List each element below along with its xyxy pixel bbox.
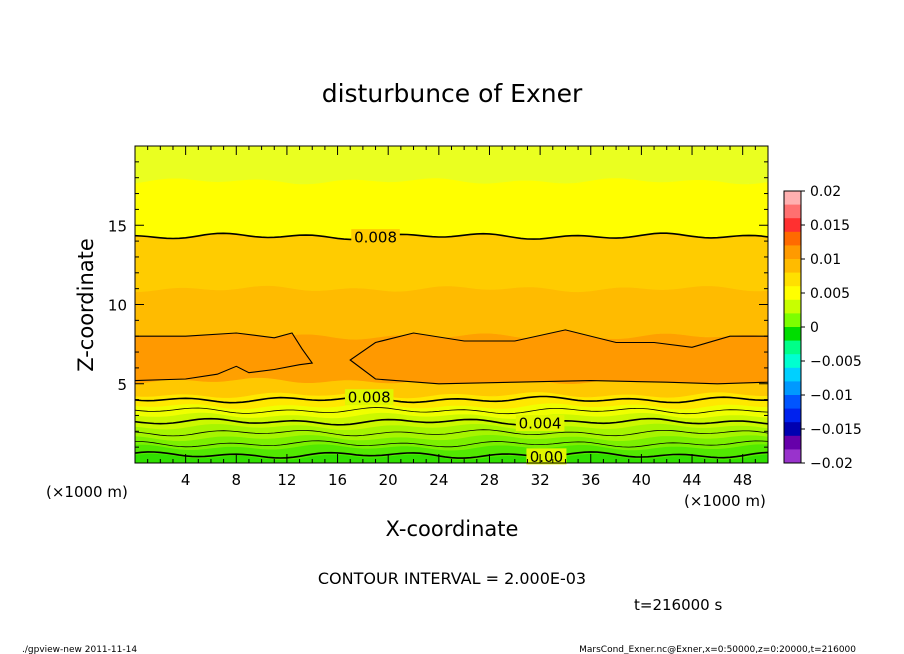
colorbar-swatch [784,204,801,219]
x-tick-label: 32 [531,471,550,489]
contour-label-5: 0.008 [348,389,391,407]
footer-right: MarsCond_Exner.nc@Exner,x=0:50000,z=0:20… [579,645,856,654]
colorbar-swatch [784,395,801,410]
contour-line-1 [135,440,768,448]
x-tick-label: 40 [632,471,651,489]
colorbar: 0.02 0.015 0.01 0.005 0 −0.005 −0.01 −0.015 −0.0… [783,184,862,472]
colorbar-swatch [784,435,801,450]
contour-labels: 0.00 0.004 0.008 0.008 [344,229,567,466]
colorbar-label: −0.01 [810,388,853,404]
colorbar-swatch [784,218,801,233]
colorbar-swatch [784,422,801,437]
contour-line-0 [135,451,768,459]
x-axis-label: X-coordinate [386,517,519,541]
contour-band-12 [135,146,768,185]
time-text: t=216000 s [634,596,722,614]
x-tick-label: 16 [328,471,347,489]
colorbar-label: −0.005 [810,354,862,370]
contour-band-9 [135,285,768,340]
colorbar-swatch [784,272,801,287]
contour-line-6 [135,232,768,241]
contour-line-5 [135,395,768,404]
x-axis-ticks: 4 8 12 16 20 24 28 32 36 40 44 48 [147,146,756,489]
x-axis-unit: (×1000 m) [684,492,766,510]
colorbar-swatch [784,408,801,423]
contour-label-3: 0.004 [519,415,562,433]
contour-band-10 [135,232,768,293]
contour-line-4 [135,407,768,415]
colorbar-swatch [784,327,801,342]
colorbar-label: 0.02 [810,184,841,200]
x-tick-label: 8 [232,471,242,489]
colorbar-swatch [784,286,801,301]
contour-line-2 [135,429,768,437]
x-tick-label: 28 [480,471,499,489]
x-tick-label: 12 [277,471,296,489]
contour-label-bg-6 [351,229,400,246]
x-tick-label: 20 [379,471,398,489]
x-tick-label: 4 [181,471,191,489]
contour-label-6: 0.008 [354,229,397,247]
contour-lines [135,232,768,459]
colorbar-label: 0.015 [810,218,850,234]
y-tick-label: 10 [108,297,127,315]
filled-contours [135,146,768,463]
colorbar-swatch [784,381,801,396]
colorbar-swatch [784,245,801,260]
y-tick-label: 5 [117,376,127,394]
x-tick-label: 36 [581,471,600,489]
colorbar-swatch [784,367,801,382]
colorbar-swatch [784,191,801,206]
x-tick-label: 48 [733,471,752,489]
y-axis-ticks: 5 10 15 [108,161,768,448]
y-axis-label: Z-coordinate [74,238,98,372]
contour-line-3 [135,417,768,426]
colorbar-swatch [784,231,801,246]
y-axis-unit: (×1000 m) [46,483,128,501]
footer-left: ./gpview-new 2011-11-14 [22,645,137,654]
colorbar-swatch [784,340,801,355]
x-tick-label: 44 [682,471,701,489]
colorbar-swatch [784,259,801,274]
colorbar-label: 0.005 [810,286,850,302]
y-tick-label: 15 [108,217,127,235]
x-tick-label: 24 [429,471,448,489]
contour-label-bg-3 [515,415,565,432]
contour-label-0: 0.00 [530,448,563,466]
contour-blob-0 [135,332,314,382]
contour-label-bg-0 [526,448,567,465]
contour-band-11 [135,177,768,240]
colorbar-swatch [784,313,801,328]
contour-blob-1 [349,329,768,385]
contour-interval-text: CONTOUR INTERVAL = 2.000E-03 [318,569,586,588]
colorbar-label: −0.02 [810,456,853,472]
chart-title: disturbunce of Exner [322,79,583,108]
colorbar-label: −0.015 [810,422,862,438]
colorbar-swatch [784,449,801,464]
colorbar-swatch [784,299,801,314]
colorbar-swatch [784,354,801,369]
colorbar-label: 0.01 [810,252,841,268]
contour-label-bg-5 [344,389,394,406]
colorbar-label: 0 [810,320,819,336]
